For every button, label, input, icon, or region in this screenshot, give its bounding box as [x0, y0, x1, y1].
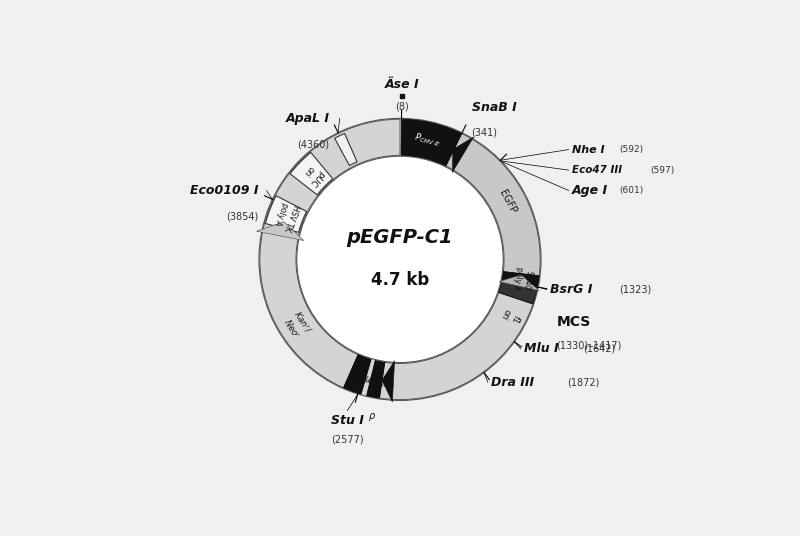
- Text: Dra III: Dra III: [491, 376, 534, 389]
- Text: HSV TK
poly A: HSV TK poly A: [272, 199, 300, 232]
- Text: pEGFP-C1: pEGFP-C1: [346, 228, 454, 247]
- Text: $P_{CMV\ IE}$: $P_{CMV\ IE}$: [414, 131, 443, 150]
- Text: Mlu I: Mlu I: [524, 343, 559, 355]
- Wedge shape: [446, 133, 540, 276]
- Polygon shape: [499, 275, 539, 291]
- Text: $Kan^r/$
$Neo^r$: $Kan^r/$ $Neo^r$: [280, 308, 314, 342]
- Text: 4.7 kb: 4.7 kb: [371, 271, 429, 289]
- Text: $\rho$: $\rho$: [368, 411, 376, 423]
- Text: BsrG I: BsrG I: [550, 283, 593, 296]
- Wedge shape: [502, 272, 539, 288]
- Text: (4360): (4360): [298, 139, 330, 149]
- Text: (341): (341): [471, 127, 498, 137]
- Text: (1330)–1417): (1330)–1417): [556, 341, 622, 351]
- Wedge shape: [266, 119, 400, 227]
- Text: Eco0109 I: Eco0109 I: [190, 184, 258, 197]
- Text: ApaL I: ApaL I: [286, 112, 330, 125]
- Text: Nhe I: Nhe I: [572, 145, 605, 154]
- Text: Stu I: Stu I: [331, 414, 364, 427]
- Text: EGFP: EGFP: [498, 189, 518, 215]
- Polygon shape: [382, 361, 394, 402]
- Polygon shape: [257, 222, 304, 241]
- Text: $P_{SV40}$: $P_{SV40}$: [356, 373, 376, 388]
- Text: Eco47 III: Eco47 III: [572, 165, 622, 175]
- Polygon shape: [452, 137, 474, 173]
- Text: (1642): (1642): [582, 344, 615, 354]
- Text: (597): (597): [650, 166, 674, 175]
- Text: (1872): (1872): [567, 377, 599, 388]
- Wedge shape: [259, 118, 541, 400]
- Text: (3854): (3854): [226, 211, 258, 221]
- Text: Äse I: Äse I: [385, 78, 419, 91]
- Text: pUC
ori: pUC ori: [299, 161, 326, 188]
- Text: SV40
poly A: SV40 poly A: [511, 265, 534, 292]
- Wedge shape: [266, 196, 306, 233]
- Wedge shape: [366, 361, 385, 398]
- Wedge shape: [260, 216, 358, 388]
- Text: MCS: MCS: [556, 315, 590, 329]
- Wedge shape: [401, 119, 462, 166]
- Text: f1
ori: f1 ori: [499, 307, 522, 325]
- Text: (2577): (2577): [331, 435, 364, 445]
- Wedge shape: [498, 281, 537, 304]
- Text: (1323): (1323): [619, 285, 651, 294]
- Wedge shape: [379, 293, 533, 399]
- Text: SV40 ori: SV40 ori: [357, 374, 390, 390]
- Text: (601): (601): [619, 186, 643, 195]
- Text: (8): (8): [395, 101, 409, 111]
- Wedge shape: [343, 355, 371, 394]
- Circle shape: [297, 156, 503, 362]
- Text: SnaB I: SnaB I: [471, 101, 516, 114]
- Wedge shape: [290, 152, 333, 195]
- Text: Age I: Age I: [572, 184, 608, 197]
- Wedge shape: [334, 133, 357, 166]
- Text: (592): (592): [619, 145, 643, 154]
